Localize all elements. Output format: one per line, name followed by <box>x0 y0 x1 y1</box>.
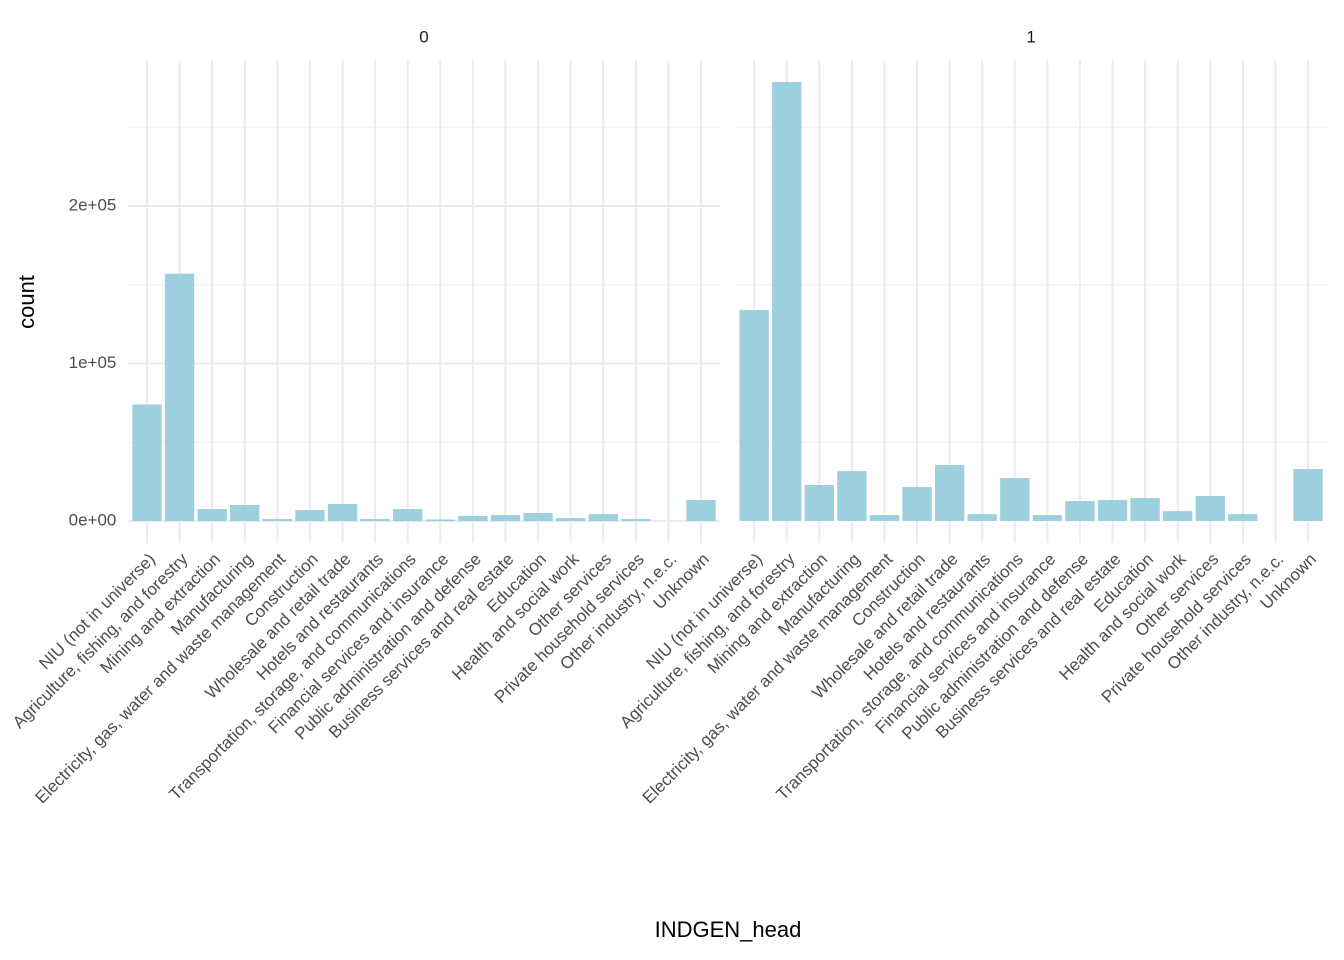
bar <box>1130 498 1160 522</box>
bar <box>1000 478 1030 522</box>
bar <box>393 509 423 522</box>
bar <box>230 504 260 522</box>
y-tick-label: 2e+05 <box>69 195 117 214</box>
bar <box>295 510 325 522</box>
bar <box>360 518 390 522</box>
bar <box>1228 514 1258 522</box>
bar <box>588 514 618 522</box>
bar <box>556 518 586 522</box>
bar <box>902 487 932 522</box>
facet-title: 1 <box>1026 27 1035 46</box>
bar <box>837 471 867 522</box>
bar <box>425 519 455 522</box>
bar <box>490 515 521 522</box>
bar <box>739 309 769 522</box>
y-axis-title: count <box>14 275 39 329</box>
bar <box>869 515 900 522</box>
bar <box>967 514 997 522</box>
x-axis-title: INDGEN_head <box>655 917 802 942</box>
bar <box>164 273 195 522</box>
bar <box>621 518 651 522</box>
bar <box>686 500 716 522</box>
bar <box>1065 501 1095 522</box>
bar <box>327 504 358 522</box>
bar <box>1097 500 1128 522</box>
bar <box>197 509 227 522</box>
bar <box>132 404 162 522</box>
bar <box>1195 495 1225 522</box>
bar <box>934 464 965 522</box>
y-tick-label: 1e+05 <box>69 353 117 372</box>
bar <box>1163 511 1193 522</box>
bar <box>523 513 553 522</box>
bar <box>458 516 488 522</box>
bar <box>1293 469 1323 522</box>
bar <box>804 484 834 522</box>
facet-title: 0 <box>419 27 428 46</box>
bar <box>262 518 292 522</box>
bar <box>772 82 802 522</box>
bar <box>1032 515 1063 522</box>
x-tick-label: Agriculture, fishing, and forestry <box>9 549 192 732</box>
y-tick-label: 0e+00 <box>69 511 117 530</box>
